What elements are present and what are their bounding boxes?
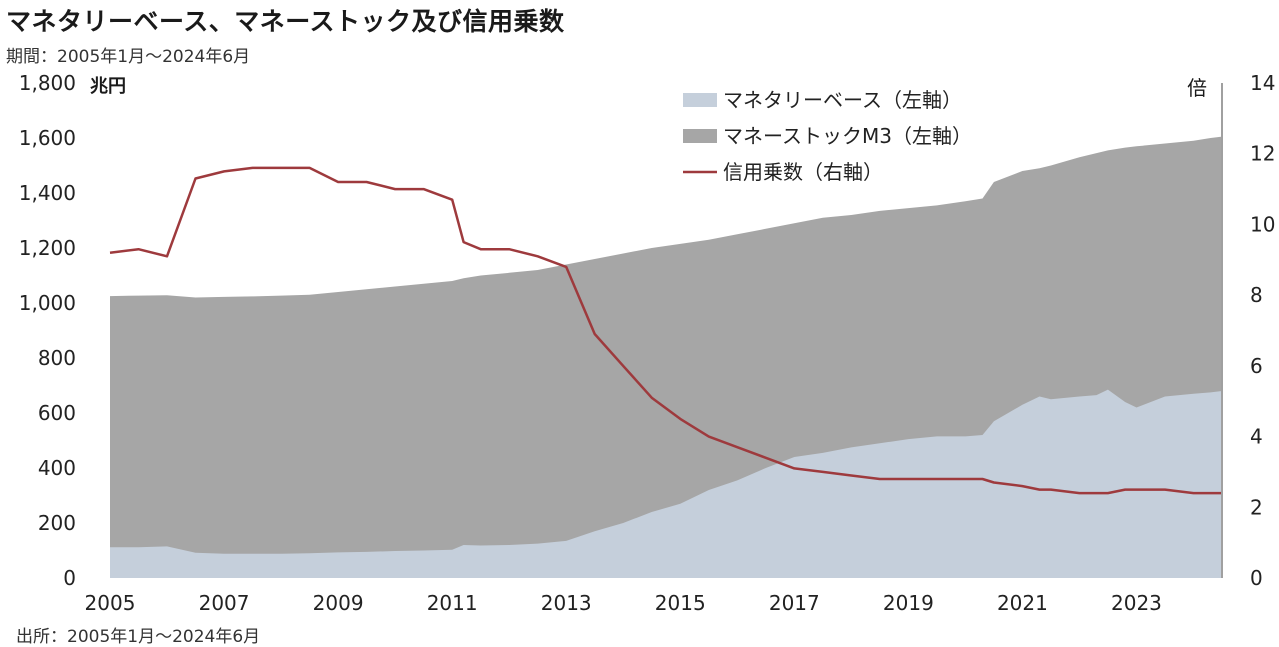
x-axis-tick-label: 2023 [1111,591,1162,615]
right-axis-tick-label: 0 [1250,566,1263,590]
left-axis-tick-label: 1,600 [19,126,76,150]
line-layer [109,166,1222,495]
right-axis-tick-label: 12 [1250,142,1275,166]
right-axis-tick-label: 14 [1250,71,1275,95]
right-axis-unit: 倍 [1187,76,1207,100]
series-monetary-base-area [110,389,1222,578]
left-axis-tick-label: 1,200 [19,236,76,260]
legend-label: マネタリーベース（左軸） [723,88,962,112]
left-axis-tick-label: 1,000 [19,291,76,315]
chart-title: マネタリーベース、マネーストック及び信用乗数 [6,7,565,36]
legend-label: 信用乗数（右軸） [723,160,883,184]
x-axis-tick-label: 2017 [769,591,820,615]
left-axis-tick-label: 0 [63,566,76,590]
legend-swatch-m3 [683,129,717,143]
x-axis-tick-label: 2009 [313,591,364,615]
x-axis-tick-label: 2019 [883,591,934,615]
x-axis-tick-label: 2021 [997,591,1048,615]
series-credit-multiplier-line [109,166,1222,495]
right-axis-tick-label: 6 [1250,354,1263,378]
x-axis-tick-label: 2011 [427,591,478,615]
left-axis-tick-label: 600 [38,401,76,425]
area-layer [110,136,1222,578]
legend: マネタリーベース（左軸） マネーストックM3（左軸） 信用乗数（右軸） [683,88,972,184]
right-axis-tick-label: 10 [1250,212,1275,236]
left-axis-tick-label: 1,800 [19,71,76,95]
left-axis-tick-label: 1,400 [19,181,76,205]
left-axis-tick-label: 200 [38,511,76,535]
axes-layer: 02004006008001,0001,2001,4001,6001,80002… [19,71,1276,615]
x-axis-tick-label: 2005 [85,591,136,615]
left-axis-tick-label: 800 [38,346,76,370]
left-axis-unit: 兆円 [90,76,126,97]
x-axis-tick-label: 2007 [199,591,250,615]
legend-label: マネーストックM3（左軸） [723,124,972,148]
chart-period: 期間：2005年1月～2024年6月 [6,47,251,67]
right-axis-tick-label: 8 [1250,283,1263,307]
x-axis-tick-label: 2015 [655,591,706,615]
legend-swatch-monetary-base [683,93,717,107]
right-axis-tick-label: 2 [1250,495,1263,519]
x-axis-tick-label: 2013 [541,591,592,615]
left-axis-tick-label: 400 [38,456,76,480]
right-axis-tick-label: 4 [1250,425,1263,449]
chart-source: 出所：2005年1月～2024年6月 [16,627,261,647]
